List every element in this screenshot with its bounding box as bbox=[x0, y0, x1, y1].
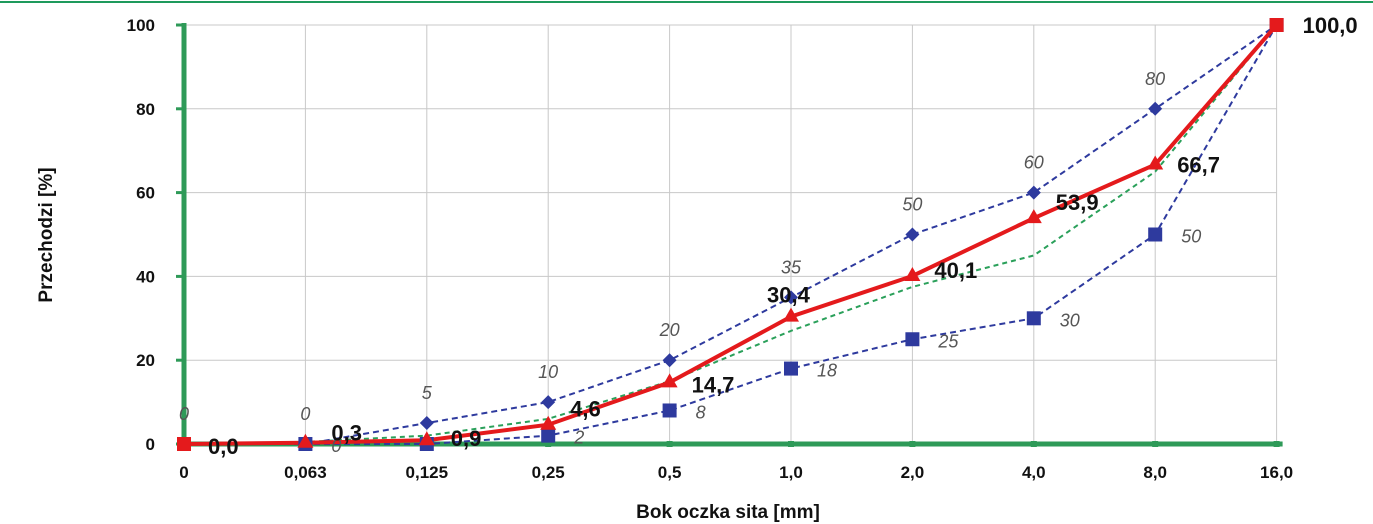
actual-point bbox=[540, 415, 557, 430]
upper-limit-label: 0 bbox=[300, 404, 310, 424]
lower-limit-point bbox=[905, 332, 920, 347]
y-axis-title: Przechodzi [%] bbox=[36, 167, 57, 302]
upper-limit-point bbox=[419, 416, 434, 431]
lower-limit-point bbox=[662, 403, 677, 418]
lower-limit-label: 8 bbox=[696, 402, 706, 422]
x-tick-label: 1,0 bbox=[779, 463, 803, 482]
x-tick-mark bbox=[788, 441, 794, 447]
y-tick-label: 0 bbox=[146, 435, 155, 454]
y-tick-label: 80 bbox=[136, 100, 155, 119]
y-tick-label: 20 bbox=[136, 351, 155, 370]
upper-limit-label: 20 bbox=[659, 320, 680, 340]
x-tick-mark bbox=[666, 441, 673, 447]
lower-limit-point bbox=[784, 361, 798, 376]
actual-point bbox=[904, 266, 921, 281]
lower-limit-label: 30 bbox=[1060, 310, 1080, 330]
actual-value-label: 0,9 bbox=[451, 426, 482, 451]
actual-point bbox=[297, 433, 314, 448]
actual-value-label: 4,6 bbox=[570, 397, 601, 422]
upper-limit-point bbox=[1026, 185, 1041, 200]
upper-limit-label: 50 bbox=[902, 195, 922, 215]
lower-limit-line bbox=[184, 24, 1278, 445]
upper-limit-label: 10 bbox=[538, 362, 558, 382]
x-tick-labels: 0 0,063 0,125 0,25 0,5 1,0 2,0 4,0 8,0 16,0 bbox=[179, 463, 1293, 482]
upper-limit-label: 80 bbox=[1145, 69, 1165, 89]
y-tick-label: 100 bbox=[127, 16, 155, 35]
y-tick-label: 60 bbox=[136, 184, 155, 203]
x-tick-label: 0,25 bbox=[532, 463, 565, 482]
lower-limit-point bbox=[1148, 227, 1163, 242]
actual-point bbox=[1025, 209, 1042, 224]
x-tick-label: 0,125 bbox=[406, 463, 449, 482]
x-axis-title: Bok oczka sita [mm] bbox=[636, 502, 820, 523]
lower-limit-label: 2 bbox=[573, 428, 584, 448]
actual-value-label: 53,9 bbox=[1056, 190, 1099, 215]
actual-value-label: 66,7 bbox=[1177, 153, 1220, 178]
axes bbox=[176, 23, 1283, 447]
lower-limit-point bbox=[541, 428, 556, 443]
actual-curve-line bbox=[183, 23, 1279, 446]
x-tick-label: 0 bbox=[179, 463, 188, 482]
actual-point bbox=[1147, 155, 1164, 170]
data-labels: 0 0 5 10 20 35 50 60 80 0 2 8 18 25 30 50 0,0 0,3 0,9 4,6 14… bbox=[179, 13, 1358, 459]
x-tick-label: 0,063 bbox=[284, 463, 327, 482]
actual-point bbox=[1269, 18, 1284, 32]
x-tick-label: 4,0 bbox=[1022, 463, 1046, 482]
x-tick-mark bbox=[545, 441, 552, 447]
x-tick-label: 8,0 bbox=[1143, 463, 1167, 482]
y-tick-label: 40 bbox=[136, 267, 155, 286]
upper-limit-label: 35 bbox=[781, 257, 802, 277]
x-tick-mark bbox=[1273, 441, 1280, 447]
x-tick-mark bbox=[1030, 441, 1037, 447]
upper-limit-point bbox=[1148, 101, 1163, 116]
actual-point bbox=[783, 307, 799, 322]
actual-value-label: 0,3 bbox=[331, 421, 362, 446]
actual-value-label: 30,4 bbox=[767, 283, 811, 308]
upper-limit-label: 5 bbox=[422, 383, 433, 403]
x-tick-label: 2,0 bbox=[901, 463, 925, 482]
series bbox=[177, 18, 1284, 451]
lower-limit-point bbox=[1026, 311, 1041, 326]
reference-line bbox=[183, 24, 1278, 445]
actual-point bbox=[177, 437, 191, 451]
x-tick-mark bbox=[909, 441, 916, 447]
upper-limit-label: 60 bbox=[1024, 153, 1044, 173]
x-tick-mark bbox=[1152, 441, 1159, 447]
lower-limit-label: 0 bbox=[331, 436, 341, 456]
upper-limit-point bbox=[784, 290, 798, 305]
x-tick-label: 0,5 bbox=[658, 463, 682, 482]
upper-limit-label: 0 bbox=[179, 404, 189, 424]
upper-limit-point bbox=[905, 227, 920, 242]
actual-value-label: 100,0 bbox=[1303, 13, 1358, 38]
upper-limit-line bbox=[184, 24, 1278, 445]
lower-limit-label: 18 bbox=[817, 361, 837, 381]
actual-point bbox=[418, 431, 435, 446]
lower-limit-label: 50 bbox=[1181, 227, 1201, 247]
y-tick-labels: 0 20 40 60 80 100 bbox=[127, 16, 155, 454]
upper-limit-point bbox=[541, 395, 556, 410]
actual-value-label: 40,1 bbox=[934, 258, 977, 283]
upper-limit-point bbox=[662, 353, 677, 368]
actual-value-label: 14,7 bbox=[692, 372, 735, 397]
x-tick-label: 16,0 bbox=[1260, 463, 1293, 482]
actual-point bbox=[661, 373, 678, 388]
lower-limit-label: 25 bbox=[937, 331, 959, 351]
actual-value-label: 0,0 bbox=[208, 434, 239, 459]
